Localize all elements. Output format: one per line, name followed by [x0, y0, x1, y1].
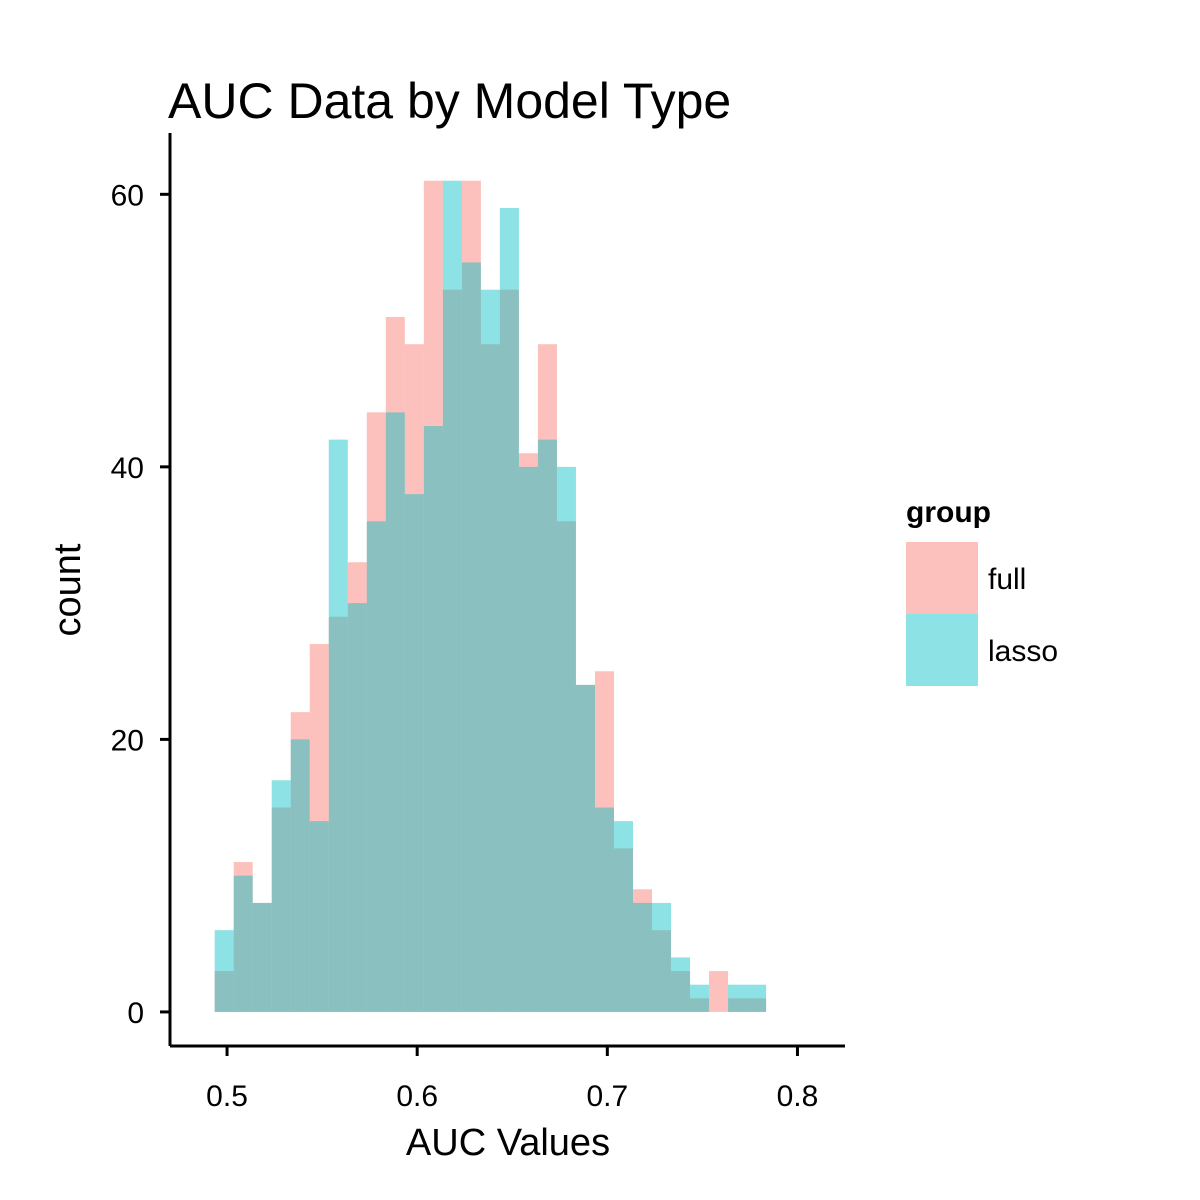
bar-full-10	[404, 344, 424, 1012]
bar-lasso-0	[214, 930, 234, 1012]
bar-full-0	[214, 971, 234, 1012]
bar-lasso-2	[252, 902, 272, 1012]
bar-full-21	[613, 848, 633, 1012]
bar-lasso-17	[537, 439, 557, 1012]
bar-lasso-14	[480, 289, 500, 1012]
legend-label-full: full	[988, 563, 1026, 596]
legend-key-bg-full	[906, 542, 978, 614]
bar-full-24	[671, 971, 691, 1012]
bar-full-16	[518, 453, 538, 1012]
bar-lasso-4	[290, 739, 310, 1012]
bar-full-13	[461, 180, 481, 1012]
x-tick-label-0.6: 0.6	[396, 1080, 438, 1113]
bar-lasso-13	[461, 262, 481, 1012]
bar-full-3	[271, 807, 291, 1012]
x-tick-label-0.8: 0.8	[777, 1080, 819, 1113]
bar-full-23	[652, 930, 672, 1012]
bar-full-4	[290, 712, 310, 1012]
bar-lasso-11	[423, 425, 443, 1012]
bar-full-9	[385, 316, 405, 1012]
bar-full-17	[537, 344, 557, 1012]
bar-lasso-27	[728, 984, 748, 1012]
bar-full-20	[594, 671, 614, 1012]
bar-full-19	[575, 684, 595, 1012]
bar-full-15	[499, 289, 519, 1012]
bar-lasso-15	[499, 207, 519, 1012]
y-tick-label-20: 20	[111, 724, 144, 757]
y-axis-title: count	[47, 543, 89, 636]
bar-lasso-8	[366, 521, 386, 1012]
y-tick-label-0: 0	[127, 997, 144, 1030]
bar-full-5	[309, 644, 329, 1012]
bar-full-28	[747, 998, 767, 1012]
bar-lasso-21	[613, 821, 633, 1012]
x-tick-label-0.7: 0.7	[586, 1080, 628, 1113]
legend-key-full	[906, 542, 978, 614]
bar-full-11	[423, 180, 443, 1012]
y-tick-label-60: 60	[111, 179, 144, 212]
bar-lasso-5	[309, 821, 329, 1012]
bar-lasso-28	[747, 984, 767, 1012]
legend-key-bg-lasso	[906, 614, 978, 686]
legend-title: group	[906, 496, 991, 529]
bar-full-25	[690, 998, 710, 1012]
bar-lasso-12	[442, 180, 462, 1012]
bar-full-18	[556, 521, 576, 1012]
bar-lasso-23	[652, 902, 672, 1012]
bar-lasso-7	[347, 603, 367, 1012]
legend-label-lasso: lasso	[988, 635, 1058, 668]
bar-full-8	[366, 412, 386, 1012]
series-lasso	[214, 180, 767, 1012]
bar-lasso-6	[328, 439, 348, 1012]
bar-lasso-1	[233, 875, 253, 1012]
bar-lasso-20	[594, 807, 614, 1012]
bar-lasso-24	[671, 957, 691, 1012]
bar-lasso-3	[271, 780, 291, 1012]
bar-full-14	[480, 344, 500, 1012]
x-axis-title: AUC Values	[406, 1122, 610, 1164]
bar-full-2	[252, 902, 272, 1012]
x-tick-label-0.5: 0.5	[206, 1080, 248, 1113]
chart-title: AUC Data by Model Type	[168, 73, 731, 129]
legend: group full lasso	[906, 496, 1058, 686]
legend-key-lasso	[906, 614, 978, 686]
bar-full-27	[728, 998, 748, 1012]
bar-full-1	[233, 862, 253, 1012]
bar-lasso-16	[518, 466, 538, 1012]
bar-lasso-25	[690, 984, 710, 1012]
bar-lasso-9	[385, 412, 405, 1012]
bar-lasso-22	[632, 902, 653, 1012]
bars-layer	[214, 180, 767, 1012]
bar-lasso-18	[556, 466, 576, 1012]
series-full	[214, 180, 767, 1012]
bar-lasso-19	[575, 684, 595, 1012]
bar-full-12	[442, 289, 462, 1012]
y-tick-label-40: 40	[111, 452, 144, 485]
bar-full-22	[632, 889, 653, 1012]
bar-lasso-10	[404, 494, 424, 1012]
bar-full-26	[709, 971, 729, 1012]
axes-layer: 0 20 40 60 0.5 0.6 0.7 0.8	[111, 133, 845, 1113]
bar-full-7	[347, 562, 367, 1012]
bar-full-6	[328, 616, 348, 1012]
